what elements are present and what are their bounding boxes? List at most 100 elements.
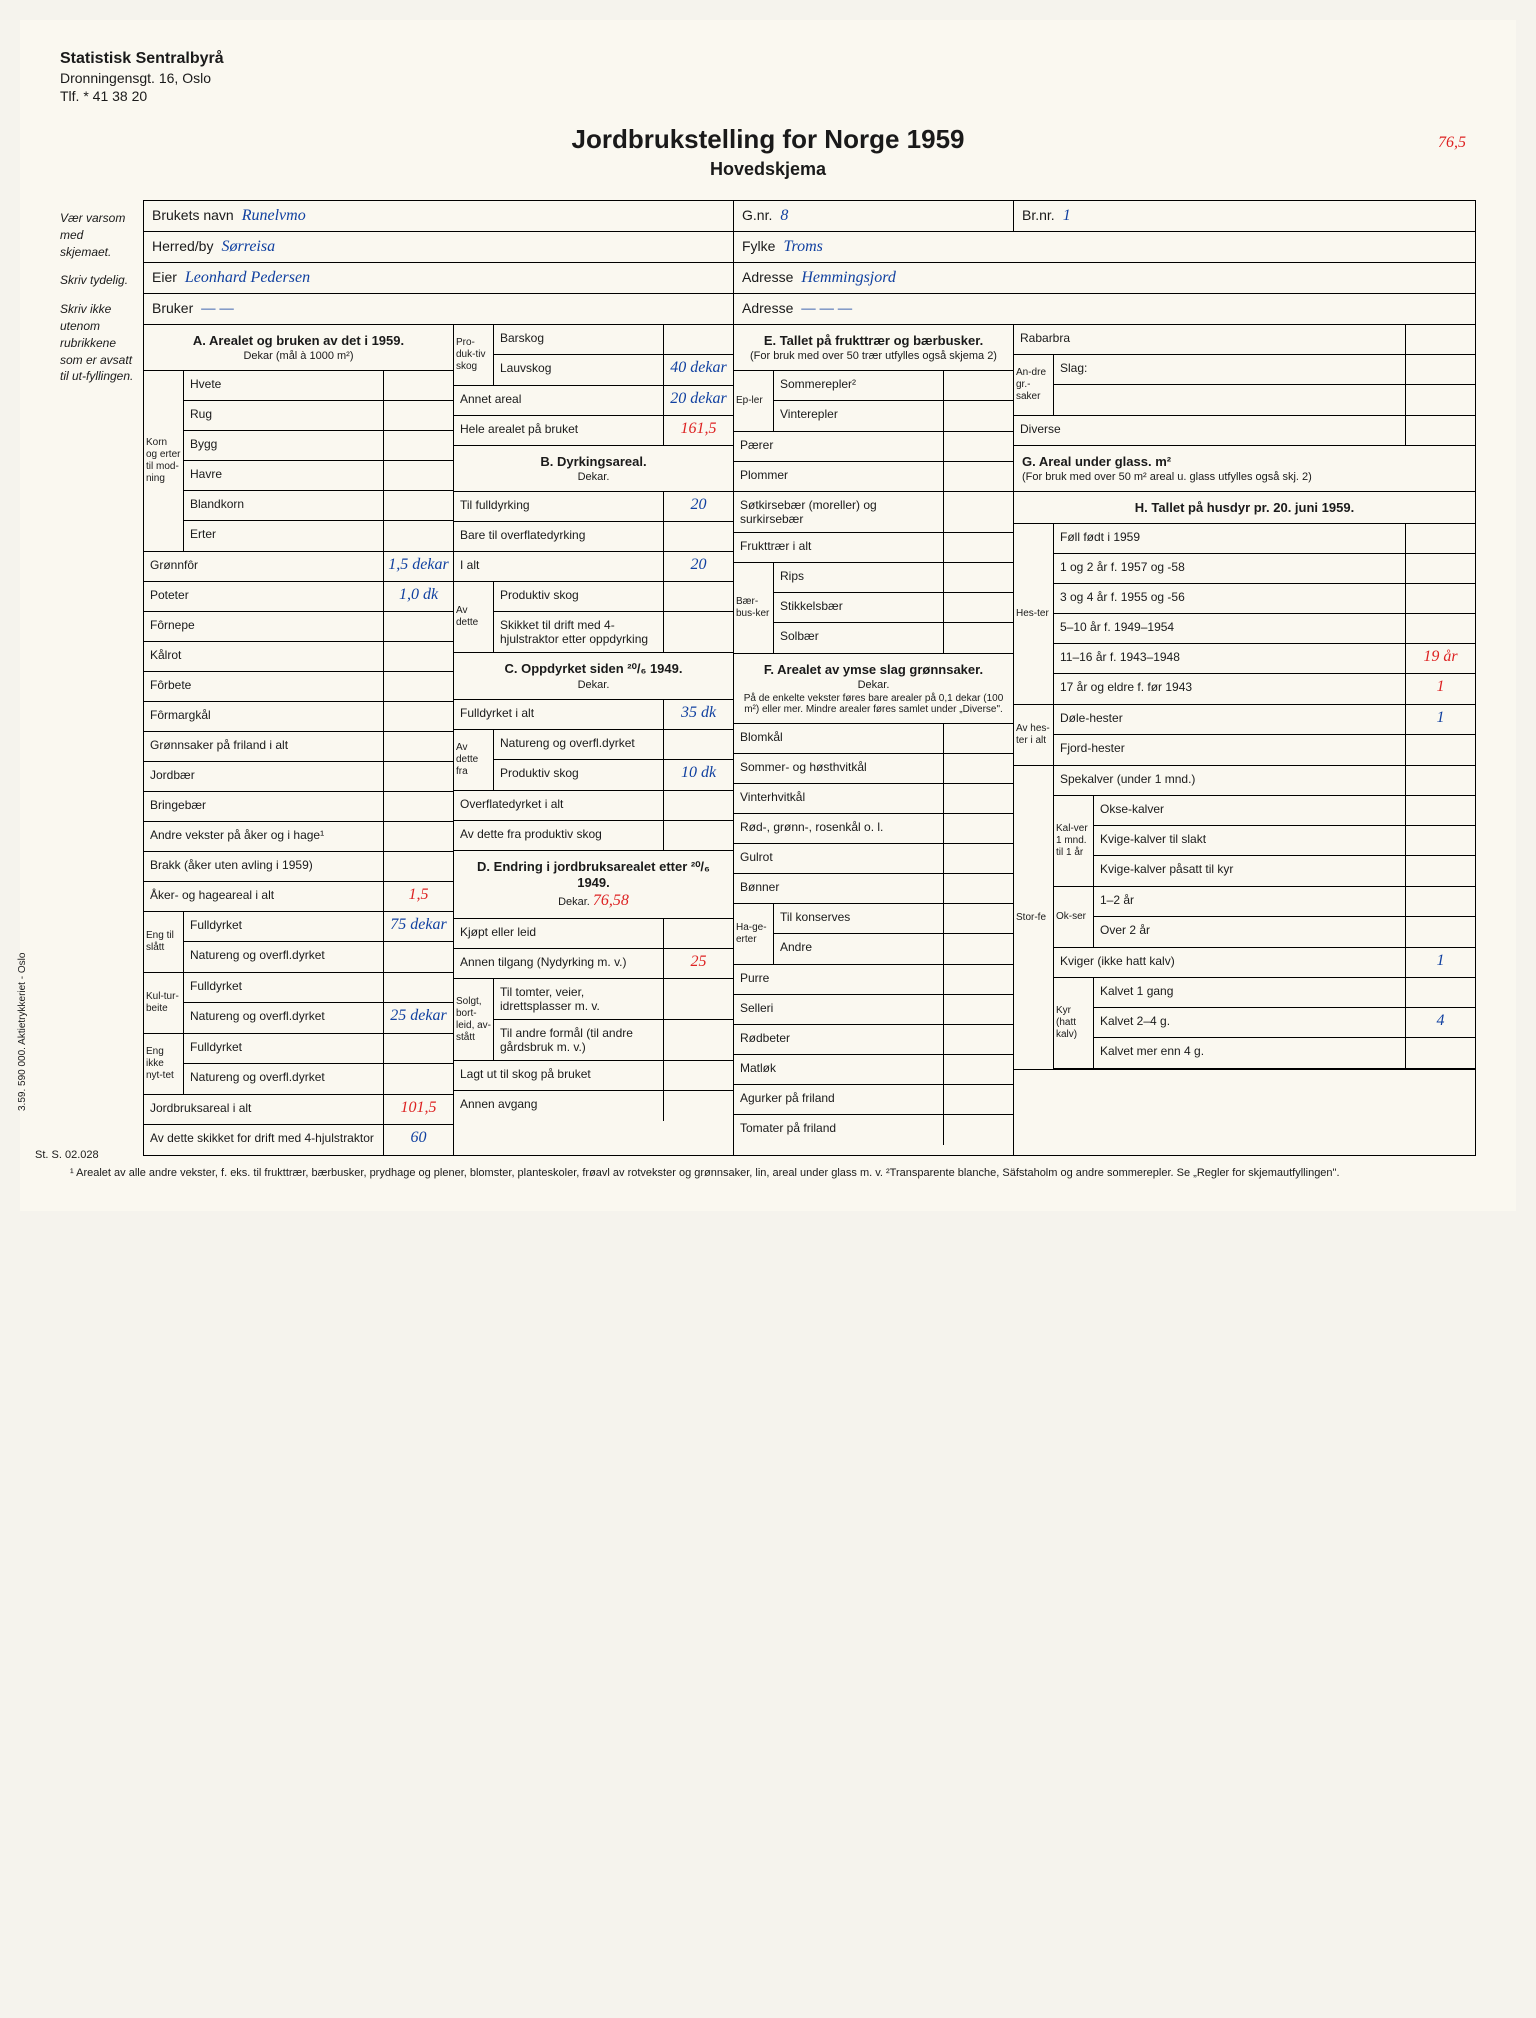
secC-title: C. Oppdyrket siden ²⁰/₆ 1949. [504,661,682,676]
secF-note: På de enkelte vekster føres bare arealer… [740,693,1007,715]
paerer: Pærer [734,432,943,461]
kalrot: Kålrot [144,642,383,671]
kvige-val [1405,826,1475,855]
bringebaer: Bringebær [144,792,383,821]
secD-sub: Dekar. [558,896,590,908]
C-avprod-val [663,821,733,850]
h-17: 17 år og eldre f. før 1943 [1054,674,1405,704]
slag-val [1405,355,1475,384]
selleri-val [943,995,1013,1024]
poteter: Poteter [144,582,383,611]
D-annen-avg-val [663,1091,733,1121]
C-overfl: Overflatedyrket i alt [454,791,663,820]
oksekalver: Okse-kalver [1094,796,1405,825]
solbaer-val [943,623,1013,653]
secF-title: F. Arealet av ymse slag grønnsaker. [764,662,983,677]
B-prodskog: Produktiv skog [494,582,663,611]
sommer-val [943,754,1013,783]
vinterepler: Vinterepler [774,401,943,431]
D-andre: Til andre formål (til andre gårdsbruk m.… [494,1020,663,1060]
h-1og2: 1 og 2 år f. 1957 og -58 [1054,554,1405,583]
erter-val [383,521,453,551]
herred-val: Sørreisa [221,238,275,256]
dole-val: 1 [1405,705,1475,734]
brakk-val [383,852,453,881]
annet-val: 20 dekar [663,386,733,415]
eier-val: Leonhard Pedersen [185,269,310,287]
secG-sub: (For bruk med over 50 m² areal u. glass … [1022,471,1467,483]
B-skikket: Skikket til drift med 4-hjulstraktor ett… [494,612,663,652]
okser-over2: Over 2 år [1094,917,1405,947]
secD-sub-val: 76,58 [593,892,629,909]
C-natureng: Natureng og overfl.dyrket [494,730,663,759]
foll-val [1405,524,1475,553]
bare-val [663,522,733,551]
bonner-val [943,874,1013,903]
secB-sub: Dekar. [460,471,727,483]
frukttraer: Frukttrær i alt [734,533,943,562]
sidebar-p1: Vær varsom med skjemaet. [60,210,135,260]
jordbruks-val: 101,5 [383,1095,453,1124]
secA-head: A. Arealet og bruken av det i 1959. Deka… [144,325,453,371]
secG-unit: m² [1155,454,1171,469]
sidebar-p3: Skriv ikke utenom rubrikkene som er avsa… [60,301,135,385]
header-addr2: Tlf. * 41 38 20 [60,88,1476,104]
brakk: Brakk (åker uten avling i 1959) [144,852,383,881]
bringebaer-val [383,792,453,821]
rips: Rips [774,563,943,592]
top-rows: Brukets navn Runelvmo G.nr. 8 Br.nr. 1 H… [144,201,1475,325]
h-5-10-val [1405,614,1475,643]
sotkirsebaer: Søtkirsebær (moreller) og surkirsebær [734,492,943,532]
forbete: Fôrbete [144,672,383,701]
secG-title: G. Areal under glass. [1022,454,1152,469]
sidebar-instructions: Vær varsom med skjemaet. Skriv tydelig. … [60,200,135,1156]
h-3og4: 3 og 4 år f. 1955 og -56 [1054,584,1405,613]
h-17-val: 1 [1405,674,1475,704]
aker-val: 1,5 [383,882,453,911]
secE-title: E. Tallet på frukttrær og bærbusker. [764,333,983,348]
C-natureng-val [663,730,733,759]
paerer-val [943,432,1013,461]
annet-areal: Annet areal [454,386,663,415]
col-GH: Rabarbra An-dre gr.-saker Slag: Diverse … [1014,325,1475,1155]
h-1og2-val [1405,554,1475,583]
brnr-lbl: Br.nr. [1022,207,1055,223]
secH-title: H. Tallet på husdyr pr. 20. juni 1959. [1135,500,1354,515]
engikke-lbl: Eng ikke nyt-tet [144,1034,184,1094]
fjord: Fjord-hester [1054,735,1405,765]
diverse-val [1405,416,1475,445]
D-tomter: Til tomter, veier, idrettsplasser m. v. [494,979,663,1019]
agurker-val [943,1085,1013,1114]
andre-gr-lbl: An-dre gr.-saker [1014,355,1054,415]
C-avdette-lbl: Av dette fra [454,730,494,790]
hvete: Hvete [184,371,383,400]
D-tomter-val [663,979,733,1019]
vinterhvitkal: Vinterhvitkål [734,784,943,813]
kvigekalver: Kvige-kalver til slakt [1094,826,1405,855]
eng-nat-val [383,942,453,972]
secD-title: D. Endring i jordbruksarealet etter ²⁰/₆… [477,859,710,890]
vinterepler-val [943,401,1013,431]
header-org: Statistisk Sentralbyrå [60,50,1476,68]
frukttraer-val [943,533,1013,562]
stikkelsbaer: Stikkelsbær [774,593,943,622]
korn-lbl: Korn og erter til mod-ning [144,371,184,551]
tomater: Tomater på friland [734,1115,943,1145]
subtitle: Hovedskjema [60,159,1476,180]
matlok: Matløk [734,1055,943,1084]
okser-1-2-val [1405,887,1475,916]
D-solgt-lbl: Solgt, bort-leid, av-stått [454,979,494,1060]
bruker-lbl: Bruker [152,300,193,316]
diverse: Diverse [1014,416,1405,445]
plommer: Plommer [734,462,943,491]
C-prodskog: Produktiv skog [494,760,663,790]
matlok-val [943,1055,1013,1084]
fornepe-val [383,612,453,641]
col-EF: E. Tallet på frukttrær og bærbusker. (Fo… [734,325,1014,1155]
aker: Åker- og hageareal i alt [144,882,383,911]
jordbaer: Jordbær [144,762,383,791]
B-avdette-lbl: Av dette [454,582,494,652]
brnr-val: 1 [1063,207,1071,225]
tomater-val [943,1115,1013,1145]
h-5-10: 5–10 år f. 1949–1954 [1054,614,1405,643]
